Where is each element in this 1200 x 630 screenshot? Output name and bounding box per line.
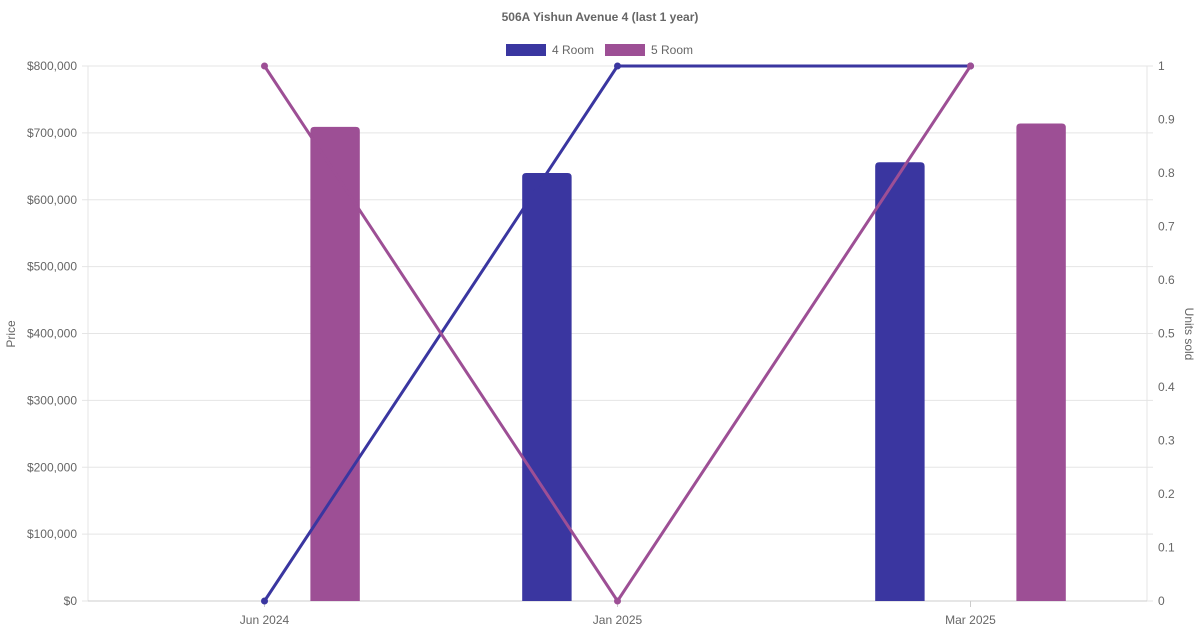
y-right-tick-label: 0.3 (1158, 434, 1175, 448)
legend-swatch-5-room[interactable] (605, 44, 645, 56)
point-5-room-jun-2024[interactable] (261, 62, 268, 70)
y-left-tick-label: $600,000 (27, 193, 77, 207)
y-left-axis-title: Price (4, 320, 18, 348)
y-right-tick-label: 0.8 (1158, 166, 1175, 180)
y-right-tick-label: 1 (1158, 59, 1165, 73)
legend-label-4-room[interactable]: 4 Room (552, 43, 594, 57)
y-left-tick-label: $100,000 (27, 527, 77, 541)
y-left-tick-label: $0 (64, 594, 78, 608)
bar-4-room-mar-2025[interactable] (875, 162, 925, 602)
legend: 4 Room 5 Room (506, 43, 693, 57)
y-right-tick-label: 0.4 (1158, 380, 1175, 394)
y-right-tick-label: 0 (1158, 594, 1165, 608)
x-tick-label-jan-2025: Jan 2025 (593, 613, 643, 627)
bar-4-room-jan-2025[interactable] (522, 173, 572, 601)
y-right-tick-label: 0.7 (1158, 220, 1175, 234)
x-tick-label-mar-2025: Mar 2025 (945, 613, 996, 627)
y-left-tick-label: $800,000 (27, 59, 77, 73)
y-right-tick-label: 0.6 (1158, 273, 1175, 287)
y-left-tick-label: $700,000 (27, 126, 77, 140)
x-axis-ticks: Jun 2024 Jan 2025 Mar 2025 (240, 601, 996, 627)
bar-5-room-mar-2025[interactable] (1016, 123, 1066, 601)
y-left-tick-label: $300,000 (27, 393, 77, 407)
chart-title: 506A Yishun Avenue 4 (last 1 year) (502, 10, 699, 24)
x-tick-label-jun-2024: Jun 2024 (240, 613, 290, 627)
y-left-tick-label: $200,000 (27, 460, 77, 474)
y-right-tick-label: 0.1 (1158, 541, 1175, 555)
y-right-tick-label: 0.9 (1158, 113, 1175, 127)
y-right-tick-label: 0.5 (1158, 327, 1175, 341)
y-right-tick-label: 0.2 (1158, 487, 1175, 501)
legend-label-5-room[interactable]: 5 Room (651, 43, 693, 57)
grid-lines (82, 65, 1153, 602)
y-left-tick-label: $400,000 (27, 327, 77, 341)
point-4-room-jun-2024[interactable] (261, 597, 268, 605)
point-5-room-mar-2025[interactable] (967, 62, 974, 70)
legend-swatch-4-room[interactable] (506, 44, 546, 56)
y-right-axis-title: Units sold (1182, 308, 1196, 361)
bar-5-room-jun-2024[interactable] (310, 126, 360, 601)
right-axis-ticks: 0 0.1 0.2 0.3 0.4 0.5 0.6 0.7 0.8 0.9 1 (1158, 59, 1175, 608)
bars (310, 123, 1066, 602)
y-left-tick-label: $500,000 (27, 260, 77, 274)
point-4-room-jan-2025[interactable] (614, 62, 621, 70)
left-axis-ticks: $0 $100,000 $200,000 $300,000 $400,000 $500,0… (27, 59, 77, 608)
lines (261, 62, 974, 605)
point-5-room-jan-2025[interactable] (614, 597, 621, 605)
